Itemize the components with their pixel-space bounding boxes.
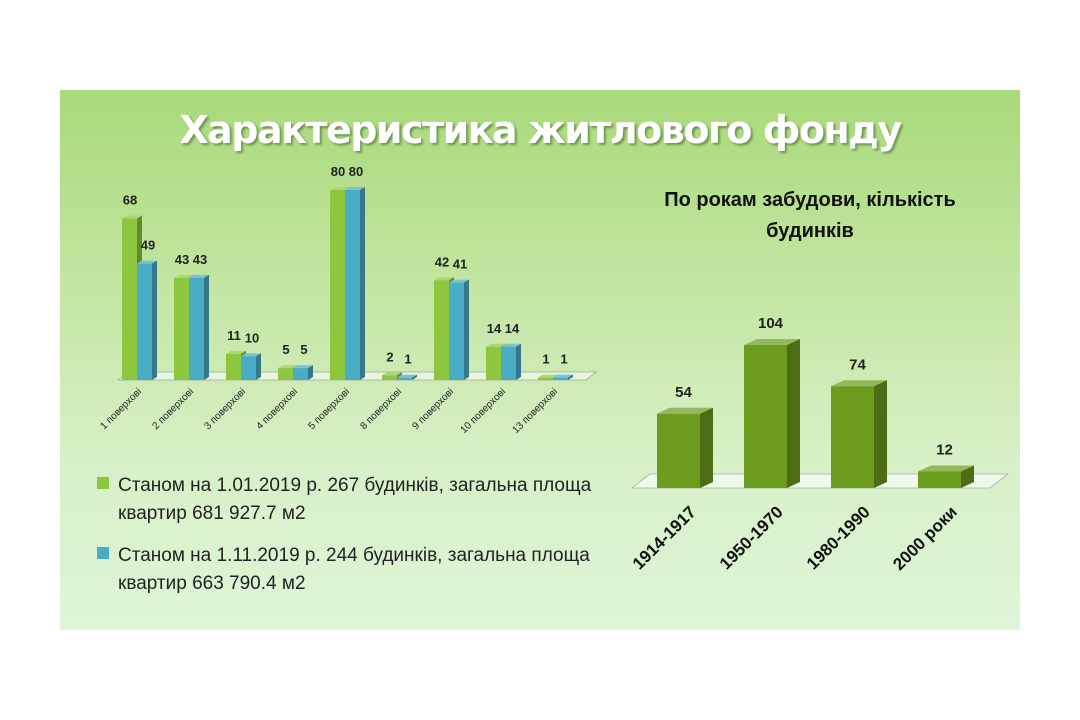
- value-label: 12: [936, 442, 953, 459]
- value-label: 104: [758, 315, 784, 332]
- years-bar-chart: 54 1914-1917 104 1950-1970 74 1980-1990 12 2000…: [629, 315, 1010, 574]
- bar-series-2-8: [501, 343, 521, 380]
- legend-swatch-series-1: [97, 477, 109, 489]
- value-label-series-2: 43: [193, 252, 207, 267]
- bar-series-2-7: [449, 279, 469, 380]
- category-label: 1950-1970: [716, 502, 787, 573]
- slide: Характеристика житлового фонду 68 49 1 пов…: [60, 90, 1020, 630]
- value-label-series-1: 42: [435, 254, 449, 269]
- legend-label-series-2: Станом на 1.11.2019 р. 244 будинків, заг…: [118, 545, 590, 594]
- bar-years-3: [831, 380, 887, 488]
- value-label-series-2: 1: [404, 352, 411, 367]
- slide-title: Характеристика житлового фонду: [179, 108, 902, 152]
- years-chart-title: По рокам забудови, кількість будинків: [664, 189, 956, 242]
- bar-years-2: [744, 339, 800, 488]
- legend-label-series-1: Станом на 1.01.2019 р. 267 будинків, заг…: [118, 475, 592, 524]
- value-label-series-1: 68: [123, 193, 137, 208]
- value-label-series-2: 10: [245, 330, 259, 345]
- bar-series-2-2: [189, 274, 209, 380]
- value-label-series-1: 5: [282, 342, 289, 357]
- bar-years-4: [918, 465, 974, 488]
- category-label: 1914-1917: [629, 502, 700, 573]
- category-label: 1980-1990: [803, 502, 874, 573]
- value-label: 74: [849, 356, 866, 373]
- value-label-series-1: 80: [331, 164, 345, 179]
- bar-series-2-3: [241, 353, 261, 380]
- value-label-series-2: 41: [453, 257, 467, 272]
- value-label-series-1: 43: [175, 252, 189, 267]
- value-label-series-2: 5: [300, 342, 307, 357]
- bar-series-2-1: [137, 260, 157, 380]
- value-label-series-2: 80: [349, 164, 363, 179]
- value-label-series-1: 14: [487, 321, 502, 336]
- value-label-series-1: 11: [227, 328, 241, 343]
- category-label: 2000 роки: [889, 502, 961, 574]
- value-label-series-2: 49: [141, 238, 155, 253]
- bar-years-1: [657, 407, 713, 488]
- value-label-series-1: 1: [542, 352, 549, 367]
- value-label-series-2: 1: [560, 352, 567, 367]
- value-label-series-2: 14: [505, 321, 520, 336]
- bar-series-2-6: [397, 374, 417, 380]
- legend-swatch-series-2: [97, 547, 109, 559]
- bar-series-2-4: [293, 365, 313, 380]
- value-label-series-1: 2: [386, 349, 393, 364]
- bar-series-2-9: [553, 374, 573, 380]
- value-label: 54: [675, 384, 692, 401]
- bar-series-2-5: [345, 187, 365, 380]
